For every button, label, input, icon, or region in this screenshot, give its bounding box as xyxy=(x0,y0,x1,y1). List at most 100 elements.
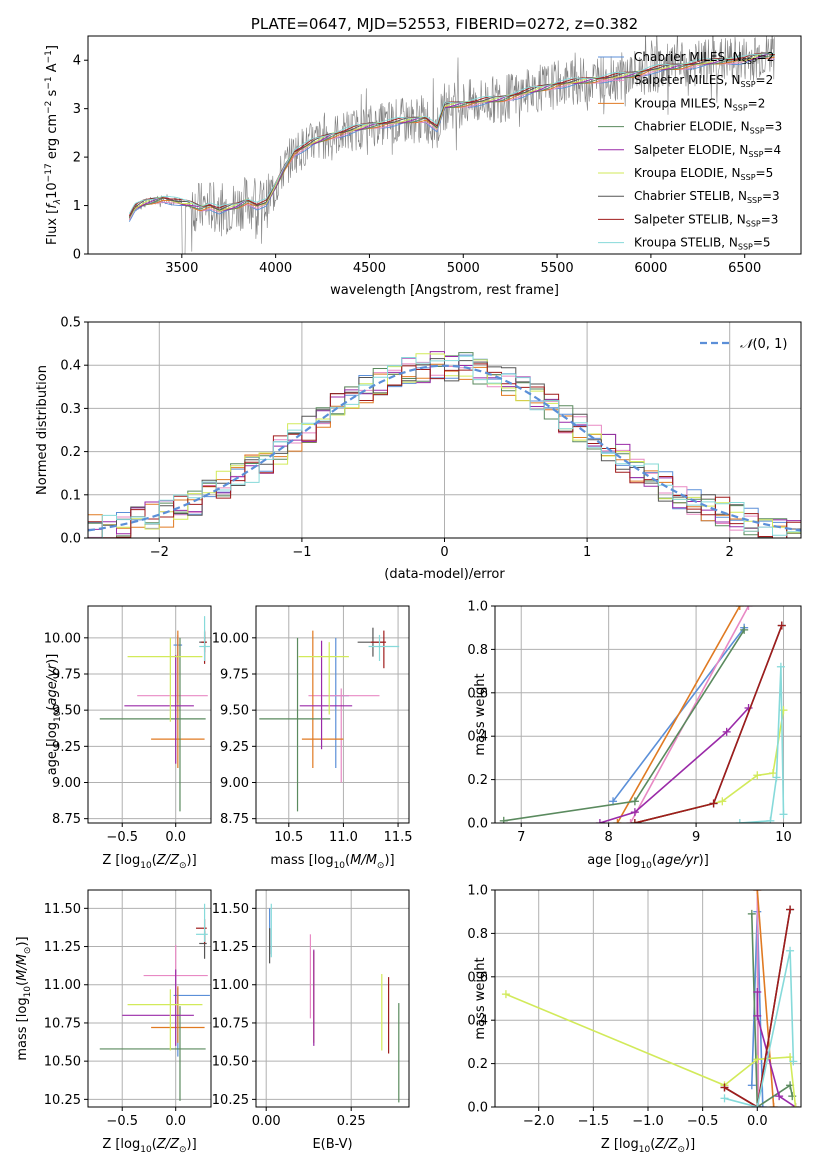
error-bar xyxy=(368,634,400,661)
age-vs-mass-panel: 10.5 11.0 11.5 8.75 9.00 9.25 9.50 9.75 10.00 mas… xyxy=(212,605,413,871)
axes-frame xyxy=(87,889,212,1108)
axes-border xyxy=(255,605,410,824)
error-bar xyxy=(137,634,208,703)
age-vs-metallicity-panel: −0.5 0.0 8.75 9.00 9.25 9.50 9.75 10.00 Z [log10… xyxy=(44,605,212,871)
mass-weight-marker xyxy=(630,808,639,817)
mass-weight-marker xyxy=(786,946,795,955)
normal-reference-curve xyxy=(88,364,801,532)
mass-weight-marker xyxy=(722,727,731,736)
grid xyxy=(256,890,409,1107)
y-tick-label: 9.50 xyxy=(52,704,81,719)
y-tick-label: 9.00 xyxy=(52,776,81,791)
ticks: −2.0 −1.5 −1.0 −0.5 0.0 0.0 0.2 0.4 0.6 0.8 1.0 xyxy=(467,884,767,1130)
x-tick-label: 3500 xyxy=(165,261,198,276)
x-tick-label: −1.5 xyxy=(578,1114,610,1129)
x-tick-label: 2 xyxy=(726,545,734,560)
residual-histogram xyxy=(88,355,801,538)
axes-border xyxy=(494,605,802,824)
x-tick-label: 5500 xyxy=(541,261,574,276)
mass-weight-marker xyxy=(779,810,788,819)
mass-weight-marker xyxy=(776,662,785,671)
mass-weight-marker xyxy=(744,606,753,610)
mass-weight-marker xyxy=(718,797,727,806)
mass-weight-marker xyxy=(735,819,744,823)
mass-weight-line xyxy=(616,606,741,823)
y-tick-label: 0.4 xyxy=(467,730,488,745)
mass-weight-marker xyxy=(630,819,639,823)
x-tick-label: 0.25 xyxy=(337,1114,366,1129)
grid xyxy=(88,606,211,823)
y-tick-label: 1 xyxy=(73,199,81,214)
chart-title: PLATE=0647, MJD=52553, FIBERID=0272, z=0… xyxy=(251,15,638,33)
y-tick-label: 0.1 xyxy=(60,488,81,503)
mass-weight-line xyxy=(505,993,797,1107)
x-tick-label: 0 xyxy=(440,545,448,560)
y-tick-label: 0.4 xyxy=(467,1014,488,1029)
y-axis-label: mass weight xyxy=(473,673,488,755)
mass-weight-line xyxy=(724,909,791,1107)
mass-weight-marker xyxy=(753,771,762,780)
axes-border xyxy=(87,35,802,255)
mass-weight-marker xyxy=(735,606,744,610)
ticks: 10.5 11.0 11.5 8.75 9.00 9.25 9.50 9.75 10.00 xyxy=(212,631,413,845)
mass-weight-marker xyxy=(786,905,795,914)
x-axis-label: wavelength [Angstrom, rest frame] xyxy=(330,283,559,298)
mass-weight-marker xyxy=(626,819,635,823)
axes-border xyxy=(87,889,212,1108)
error-bar xyxy=(259,637,331,812)
x-tick-label: 1 xyxy=(583,545,591,560)
grid xyxy=(256,606,409,823)
error-bar xyxy=(122,969,194,1046)
mass-weight-marker xyxy=(595,819,604,823)
mass-weight-line xyxy=(503,629,745,822)
y-tick-label: 11.00 xyxy=(44,978,81,993)
x-tick-label: 0.00 xyxy=(252,1114,281,1129)
error-bar xyxy=(301,630,344,769)
x-tick-label: 0.0 xyxy=(165,830,186,845)
x-tick-label: −2.0 xyxy=(523,1114,555,1129)
plot-area xyxy=(269,903,400,1103)
legend: Chabrier MILES, NSSP=2 Salpeter MILES, NS… xyxy=(598,50,782,252)
axes-frame xyxy=(87,35,802,255)
mass-weight-marker xyxy=(753,1103,762,1107)
y-tick-label: 10.00 xyxy=(44,631,81,646)
y-tick-label: 0 xyxy=(73,248,81,263)
mass-weight-marker xyxy=(779,706,788,715)
axes-frame xyxy=(494,605,802,824)
error-bar xyxy=(99,637,206,812)
y-tick-label: 0.2 xyxy=(60,445,81,460)
mass-weight-marker xyxy=(747,909,756,918)
x-axis-label: age [log10(age/yr)] xyxy=(587,853,709,871)
y-tick-label: 0.6 xyxy=(467,686,488,701)
error-bar xyxy=(99,1006,206,1101)
plot-area xyxy=(128,36,775,254)
y-tick-label: 11.25 xyxy=(212,940,249,955)
x-tick-label: 6000 xyxy=(634,261,667,276)
ticks: 7 8 9 10 0.0 0.2 0.4 0.6 0.8 1.0 xyxy=(467,600,791,846)
x-axis-label: Z [log10(Z/Z⊙)] xyxy=(601,1137,695,1155)
y-tick-label: 1.0 xyxy=(467,600,488,615)
ticks: 3500 4000 4500 5000 5500 6000 6500 0 1 2 3 4 xyxy=(73,54,762,276)
x-tick-label: 6500 xyxy=(728,261,761,276)
legend-label: Kroupa ELODIE, NSSP=5 xyxy=(634,166,773,182)
legend-label: Chabrier STELIB, NSSP=3 xyxy=(634,189,780,205)
y-tick-label: 4 xyxy=(73,54,81,69)
y-tick-label: 2 xyxy=(73,151,81,166)
legend-label: Salpeter STELIB, NSSP=3 xyxy=(634,212,778,228)
mass-weight-marker xyxy=(747,1081,756,1090)
mass-weight-line xyxy=(751,913,794,1107)
mass-weight-marker xyxy=(720,1094,729,1103)
plot-area xyxy=(501,890,800,1107)
y-tick-label: 0.0 xyxy=(60,532,81,547)
grid xyxy=(88,890,211,1107)
x-tick-label: −0.5 xyxy=(106,1114,138,1129)
mass-weight-marker xyxy=(791,1103,800,1107)
ticks: −0.5 0.0 10.25 10.50 10.75 11.00 11.25 11.50 xyxy=(44,902,186,1129)
y-tick-label: 10.75 xyxy=(44,1016,81,1031)
x-tick-label: 0.0 xyxy=(165,1114,186,1129)
ticks: −0.5 0.0 8.75 9.00 9.25 9.50 9.75 10.00 xyxy=(44,631,186,845)
error-bar xyxy=(196,903,208,942)
mass-weight-marker xyxy=(769,769,778,778)
mass-vs-extinction-panel: 0.00 0.25 10.25 10.50 10.75 11.00 11.25 11.50 E(… xyxy=(212,889,410,1152)
mass-weight-marker xyxy=(499,816,508,823)
